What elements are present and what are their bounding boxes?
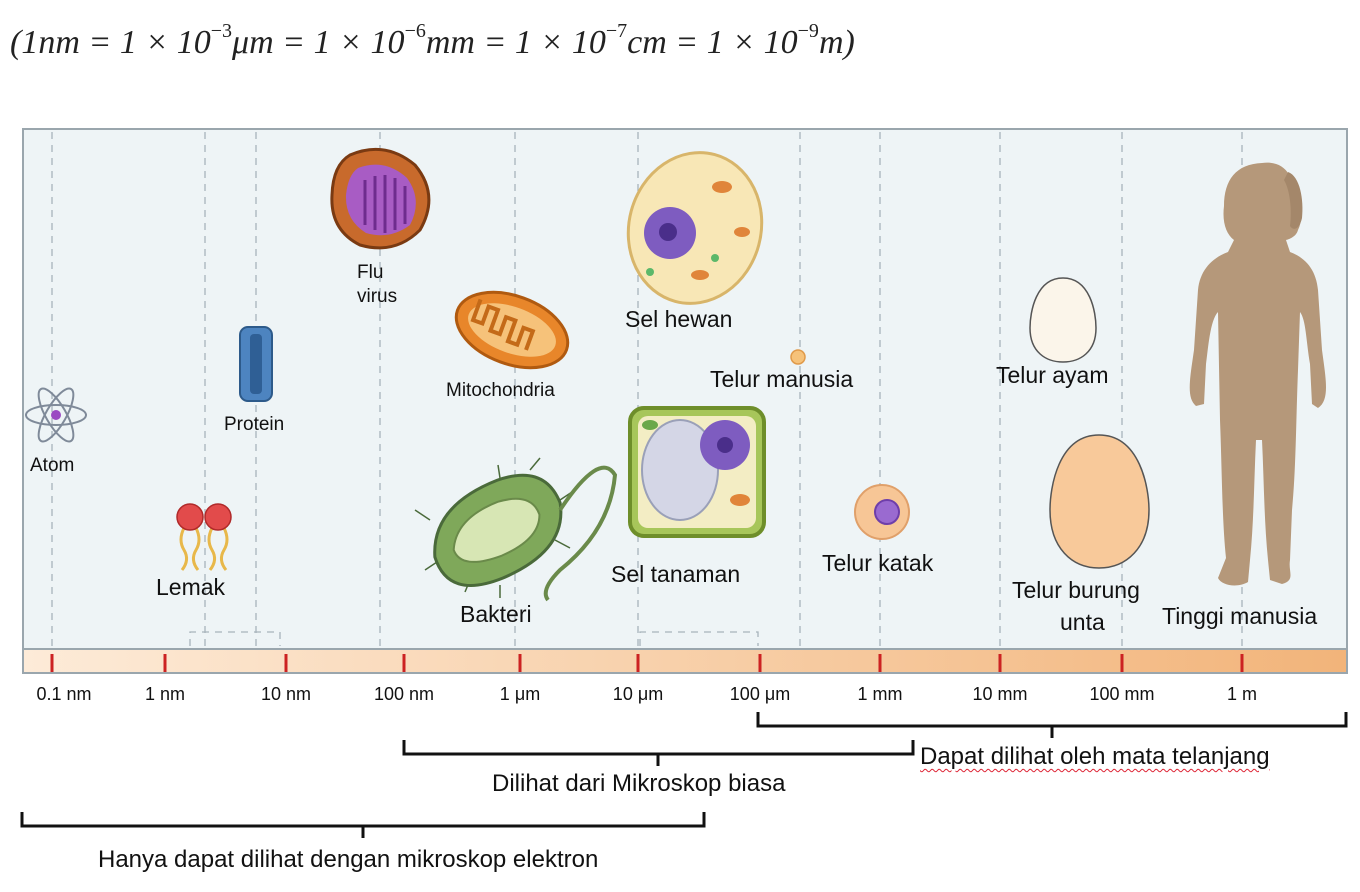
tick-label: 0.1 nm [36, 684, 92, 704]
protein-icon [239, 326, 273, 402]
label-tinggi-manusia: Tinggi manusia [1162, 603, 1318, 629]
label-bakteri: Bakteri [460, 601, 532, 627]
label-telur-ayam: Telur ayam [996, 362, 1109, 388]
tick-label: 100 mm [1089, 684, 1155, 704]
tick-label: 1 nm [144, 684, 186, 704]
tick-label: 1 μm [499, 684, 541, 704]
range-light-microscope: Dilihat dari Mikroskop biasa [492, 770, 786, 797]
frog-egg-icon [854, 484, 910, 540]
ostrich-egg-icon [1049, 434, 1150, 569]
label-telur-manusia: Telur manusia [710, 366, 854, 392]
tick-label: 10 mm [972, 684, 1028, 704]
label-protein: Protein [224, 414, 285, 435]
scale-ticks [50, 654, 1244, 672]
label-sel-hewan: Sel hewan [625, 306, 733, 332]
label-telur-katak: Telur katak [822, 550, 934, 576]
bacteria-icon [414, 457, 618, 602]
range-naked-eye: Dapat dilihat oleh mata telanjang [920, 743, 1270, 770]
label-telur-burung-unta-1: Telur burung [1012, 577, 1140, 603]
lipid-icon [176, 503, 232, 571]
range-brackets [20, 712, 1348, 838]
label-flu-virus-1: Flu [357, 262, 384, 283]
tick-label: 1 mm [857, 684, 903, 704]
tick-label: 100 nm [373, 684, 435, 704]
human-silhouette-icon [1189, 162, 1326, 586]
plant-cell-icon [628, 406, 766, 538]
tick-label: 10 nm [260, 684, 312, 704]
range-electron-microscope: Hanya dapat dilihat dengan mikroskop ele… [98, 846, 599, 873]
unit-conversion-formula: (1nm = 1 × 10−3μm = 1 × 10−6mm = 1 × 10−… [10, 20, 855, 61]
tick-label: 1 m [1226, 684, 1258, 704]
label-flu-virus-2: virus [357, 286, 398, 307]
label-lemak: Lemak [156, 574, 226, 600]
flu-virus-icon [330, 147, 431, 250]
atom-icon [25, 387, 87, 443]
label-sel-tanaman: Sel tanaman [611, 561, 741, 587]
label-atom: Atom [30, 455, 75, 476]
tick-label: 100 μm [729, 684, 791, 704]
mitochondria-icon [454, 290, 570, 370]
label-telur-burung-unta-2: unta [1060, 609, 1105, 635]
label-mitochondria: Mitochondria [446, 380, 555, 401]
scale-bar [22, 650, 1348, 674]
animal-cell-icon [626, 151, 764, 305]
human-egg-icon [790, 349, 806, 365]
chicken-egg-icon [1029, 277, 1097, 363]
tick-label: 10 μm [612, 684, 664, 704]
